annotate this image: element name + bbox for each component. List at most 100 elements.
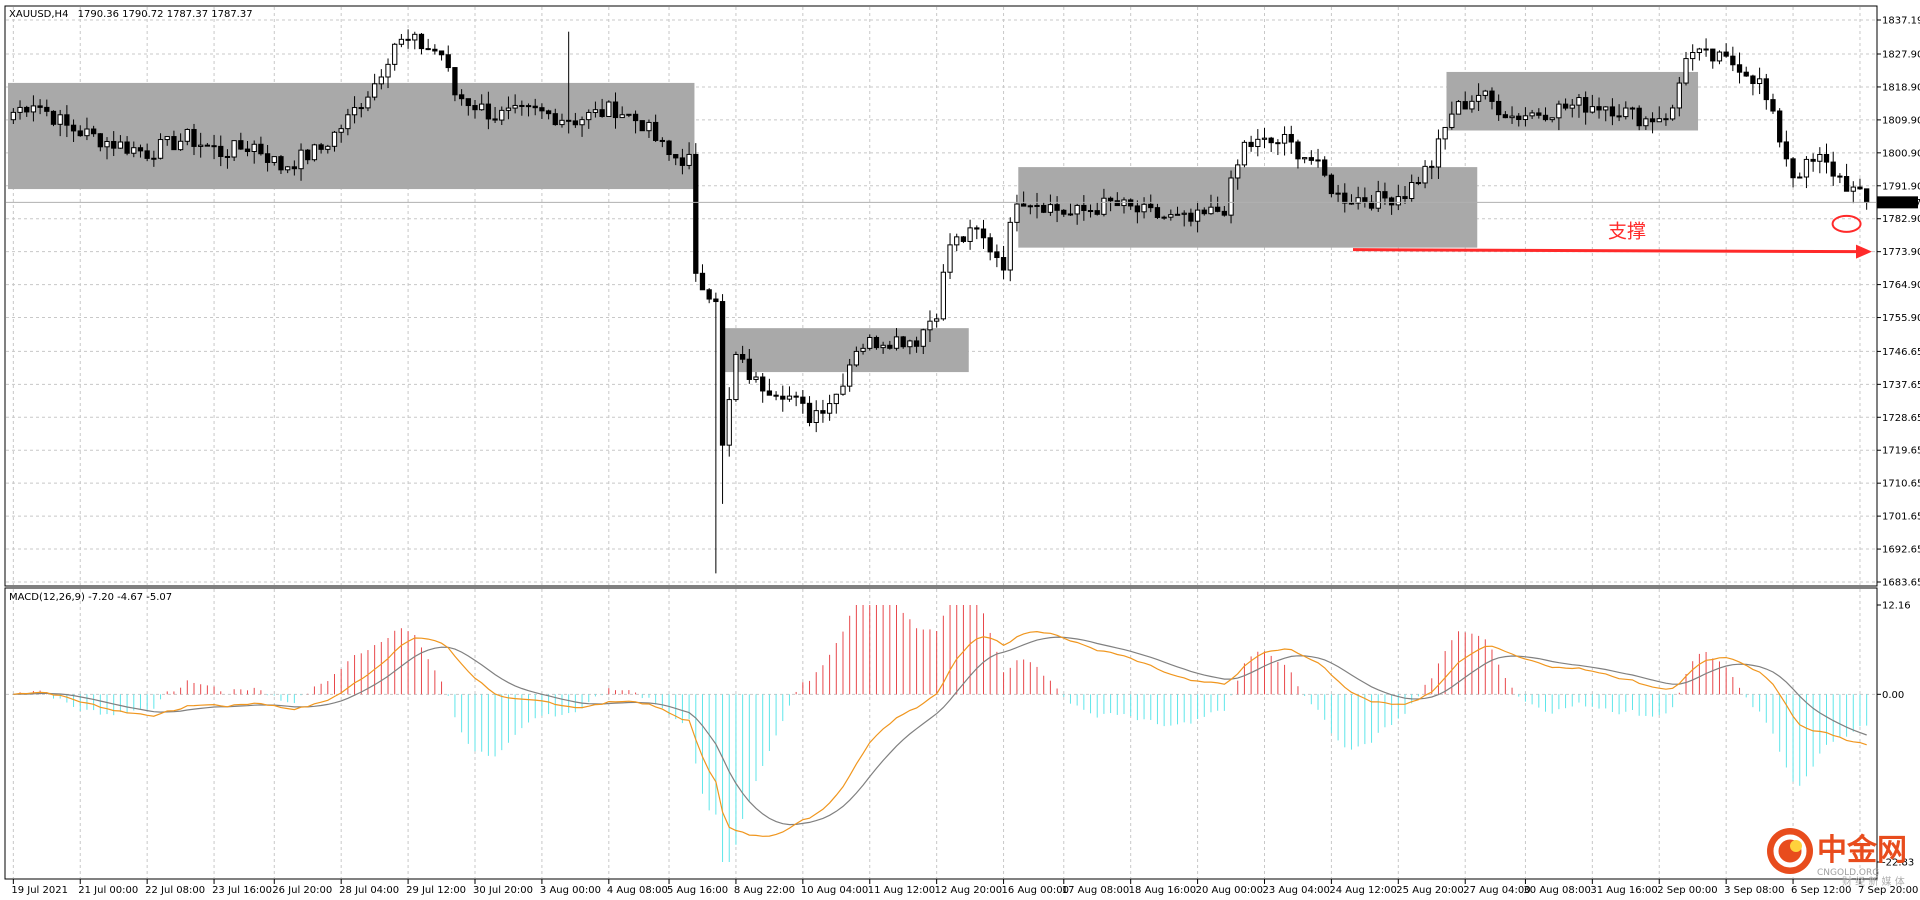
time-tick-label: 25 Aug 20:00 (1396, 885, 1463, 896)
candle-body (1549, 117, 1555, 121)
candle-body (867, 336, 873, 349)
candle-body (1328, 174, 1335, 195)
time-tick-label: 6 Sep 12:00 (1791, 885, 1851, 896)
candle-body (204, 144, 211, 147)
candle-body (164, 136, 170, 141)
candle-body (218, 145, 224, 157)
candle-body (826, 403, 833, 414)
candle-body (1703, 48, 1709, 51)
candle-body (519, 104, 525, 107)
candle-body (385, 63, 391, 78)
candle-body (673, 154, 679, 159)
time-tick-label: 30 Jul 20:00 (473, 885, 533, 896)
candle-body (1716, 51, 1723, 62)
candle-body (840, 385, 846, 395)
candle-body (1449, 113, 1455, 128)
candle-body (1368, 201, 1375, 209)
candle-body (1723, 51, 1729, 57)
candle-body (244, 148, 251, 153)
candle-body (873, 336, 880, 349)
candle-body (1743, 71, 1749, 77)
candle-body (980, 228, 987, 239)
macd-tick-label: -22.83 (1882, 858, 1914, 869)
candle-body (418, 33, 425, 50)
candle-body (432, 48, 438, 52)
candle-body (137, 147, 144, 152)
candle-body (954, 236, 960, 246)
candle-body (525, 105, 532, 108)
candle-body (679, 157, 686, 166)
candle-body (1830, 161, 1836, 177)
candle-body (191, 128, 197, 147)
candle-body (1221, 210, 1227, 216)
price-tick-label: 1719.65 (1882, 446, 1920, 457)
price-pane[interactable]: 支撑 XAUUSD,H4 1790.36 1790.72 1787.37 178… (4, 5, 1878, 587)
logo-text-cn: 中金网 (1817, 833, 1907, 868)
candle-body (144, 150, 150, 159)
macd-pane[interactable]: MACD(12,26,9) -7.20 -4.67 -5.07 (4, 587, 1878, 880)
candle-body (1228, 177, 1234, 216)
candle-body (632, 113, 639, 122)
candle-body (1000, 257, 1007, 271)
candle-body (1081, 204, 1087, 212)
candle-body (1041, 204, 1047, 213)
price-tick-label: 1764.90 (1882, 280, 1920, 291)
candle-body (1623, 107, 1629, 118)
candle-body (458, 94, 465, 100)
chart-title: XAUUSD,H4 1790.36 1790.72 1787.37 1787.3… (9, 9, 253, 20)
candle-body (1596, 106, 1602, 111)
price-tick-label: 1746.65 (1882, 347, 1920, 358)
time-tick-label: 30 Aug 08:00 (1523, 885, 1590, 896)
candle-body (24, 106, 30, 113)
candle-body (1141, 203, 1147, 213)
candle-body (325, 145, 331, 150)
candle-body (1308, 157, 1314, 161)
candle-body (1435, 138, 1442, 168)
candle-body (1409, 182, 1415, 200)
candle-body (351, 107, 358, 116)
candle-body (1181, 212, 1187, 215)
candle-body (1188, 212, 1194, 222)
candle-body (592, 109, 599, 113)
candle-body (1074, 204, 1080, 215)
candle-body (425, 48, 431, 51)
time-tick-label: 3 Aug 00:00 (540, 885, 601, 896)
macd-label: MACD(12,26,9) -7.20 -4.67 -5.07 (9, 592, 172, 603)
support-arrow-line (1352, 248, 1859, 254)
time-tick-label: 23 Jul 16:00 (212, 885, 272, 896)
candle-body (1616, 115, 1622, 118)
logo-text-en: CNGOLD.ORG (1817, 868, 1879, 878)
candle-body (177, 140, 184, 151)
candle-body (1275, 142, 1281, 145)
candle-body (746, 358, 752, 380)
support-circle-marker (1831, 214, 1862, 233)
time-tick-label: 24 Aug 12:00 (1329, 885, 1396, 896)
signal-line (13, 630, 1867, 837)
candle-body (780, 395, 786, 400)
candle-body (1763, 78, 1769, 101)
candle-body (927, 320, 933, 331)
candle-body (1215, 206, 1221, 212)
candle-body (893, 336, 900, 349)
time-tick-label: 4 Aug 08:00 (607, 885, 668, 896)
candle-body (880, 344, 886, 349)
candle-body (1194, 209, 1201, 222)
candle-body (539, 107, 545, 112)
macd-histogram (19, 605, 1868, 862)
candle-body (1107, 197, 1114, 202)
candle-body (1261, 137, 1268, 140)
candle-body (1750, 75, 1756, 85)
candle-body (719, 301, 726, 446)
candle-body (806, 402, 813, 423)
candle-body (773, 394, 779, 397)
candle-body (1475, 94, 1482, 102)
logo-icon-dot (1790, 840, 1802, 852)
candle-body (1556, 103, 1562, 119)
candle-body (1114, 200, 1120, 207)
time-tick-label: 11 Aug 12:00 (868, 885, 935, 896)
candle-body (1643, 118, 1649, 127)
candle-body (686, 153, 692, 166)
candle-body (1429, 165, 1435, 168)
candle-body (97, 133, 103, 148)
